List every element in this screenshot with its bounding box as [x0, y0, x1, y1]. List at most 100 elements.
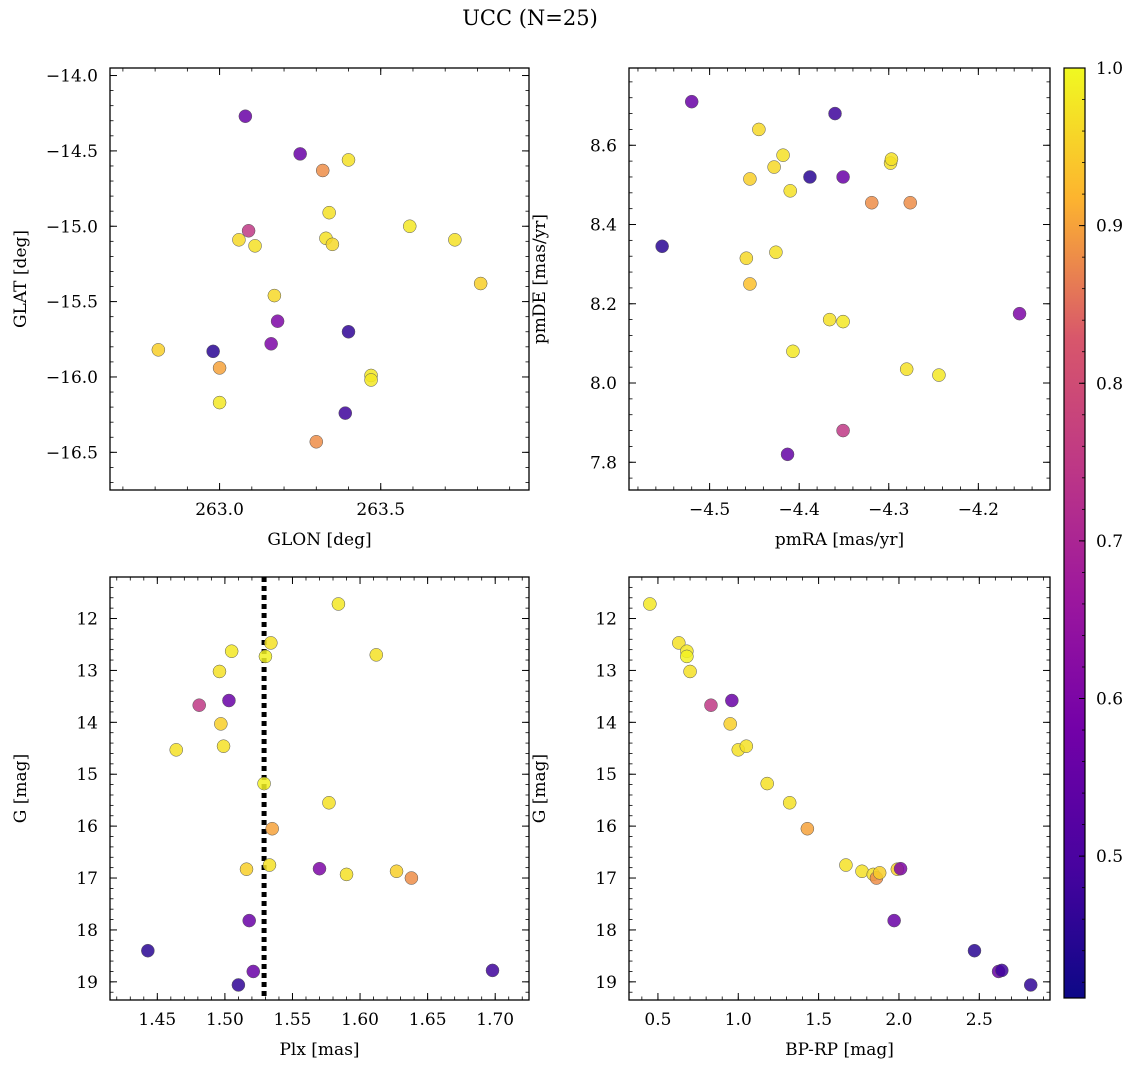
data-point [239, 862, 254, 876]
x-axis-label: GLON [deg] [267, 530, 371, 550]
x-axis-label: Plx [mas] [279, 1040, 359, 1060]
colorbar-tick-label: 0.5 [1096, 847, 1123, 867]
x-tick-label: 0.5 [644, 1010, 671, 1030]
data-point [309, 435, 324, 449]
y-axis-label: G [mag] [11, 754, 31, 823]
y-tick-label: 16 [595, 817, 617, 837]
data-point [725, 693, 739, 708]
data-point [760, 776, 774, 791]
data-point [800, 821, 815, 836]
y-tick-label: −15.5 [46, 293, 98, 313]
data-point [739, 739, 754, 753]
y-tick-label: 8.6 [590, 136, 617, 156]
x-tick-label: 1.50 [206, 1010, 244, 1030]
data-point [192, 698, 206, 712]
x-tick-label: −4.4 [779, 500, 820, 520]
data-point [264, 337, 278, 351]
y-tick-label: 16 [76, 817, 98, 837]
y-tick-label: 7.8 [590, 453, 617, 473]
data-point [241, 224, 256, 238]
data-point [265, 821, 279, 836]
data-point [246, 964, 261, 979]
data-point [672, 636, 686, 650]
y-axis-label: G [mag] [530, 754, 550, 823]
x-tick-label: 263.0 [195, 500, 244, 520]
data-point [839, 858, 853, 872]
data-point [743, 277, 757, 291]
data-point [322, 796, 336, 810]
data-point [206, 344, 220, 359]
data-point [822, 312, 837, 327]
data-point [270, 314, 285, 328]
y-tick-label: 12 [76, 610, 98, 630]
data-point [224, 644, 239, 658]
data-point [783, 184, 797, 198]
data-point [723, 717, 737, 731]
y-tick-label: 8.2 [590, 295, 617, 315]
data-point [655, 239, 669, 254]
y-tick-label: 18 [76, 921, 98, 941]
x-tick-label: 263.5 [356, 500, 405, 520]
data-point [262, 858, 277, 872]
y-tick-label: 15 [76, 765, 98, 785]
data-point [169, 743, 183, 757]
y-axis-label: pmDE [mas/yr] [530, 214, 550, 344]
panel-pm: −4.5 −4.4 −4.3 −4.2 7.8 8.0 8.2 8.4 8.6 pmRA [mas… [530, 67, 1051, 550]
y-tick-label: 12 [595, 610, 617, 630]
y-tick-label: −14.5 [46, 142, 98, 162]
y-tick-label: 13 [595, 661, 617, 681]
x-axis-label: BP-RP [mag] [785, 1040, 894, 1060]
colorbar-tick-label: 0.9 [1096, 217, 1123, 237]
colorbar-tick-label: 1.0 [1096, 59, 1123, 79]
data-point [485, 963, 500, 978]
y-tick-label: −16.5 [46, 443, 98, 463]
y-tick-label: −16.0 [46, 368, 98, 388]
y-tick-label: 17 [76, 869, 98, 889]
colorbar-gradient [1063, 67, 1086, 999]
data-point [836, 314, 850, 329]
data-point [364, 373, 378, 387]
axes-frame [628, 67, 1051, 491]
data-point [932, 368, 946, 382]
data-point [448, 233, 462, 247]
data-point [257, 776, 271, 791]
y-tick-label: 8.0 [590, 374, 617, 394]
data-point [780, 447, 795, 462]
x-tick-label: −4.5 [689, 500, 730, 520]
axes-frame [109, 576, 530, 1001]
x-tick-label: −4.2 [958, 500, 999, 520]
y-tick-label: 17 [595, 869, 617, 889]
data-point [864, 195, 879, 210]
data-point [315, 163, 330, 178]
data-point [1023, 978, 1038, 992]
x-tick-label: 1.60 [341, 1010, 379, 1030]
y-tick-label: 18 [595, 921, 617, 941]
data-point [404, 871, 419, 885]
x-tick-label: 1.45 [138, 1010, 176, 1030]
data-point [231, 978, 246, 992]
data-point [242, 913, 256, 928]
data-point [325, 237, 340, 252]
y-axis-label: GLAT [deg] [11, 230, 31, 328]
data-point [212, 664, 227, 679]
data-point [884, 152, 899, 166]
data-point [369, 648, 384, 662]
data-point [222, 693, 236, 708]
data-point [684, 94, 699, 109]
data-point [473, 276, 488, 291]
data-point [743, 172, 757, 186]
data-point [739, 251, 754, 265]
data-point [339, 867, 354, 882]
y-tick-label: 8.4 [590, 216, 617, 236]
data-point [643, 597, 657, 611]
data-point [264, 636, 278, 650]
data-point [232, 233, 246, 247]
x-tick-label: 1.65 [409, 1010, 447, 1030]
data-point [683, 664, 697, 679]
y-tick-label: −14.0 [46, 67, 98, 87]
colorbar: 0.5 0.6 0.7 0.8 0.9 1.0 [1063, 59, 1123, 999]
data-point [267, 288, 282, 303]
data-point [887, 913, 901, 928]
data-point [293, 147, 307, 161]
